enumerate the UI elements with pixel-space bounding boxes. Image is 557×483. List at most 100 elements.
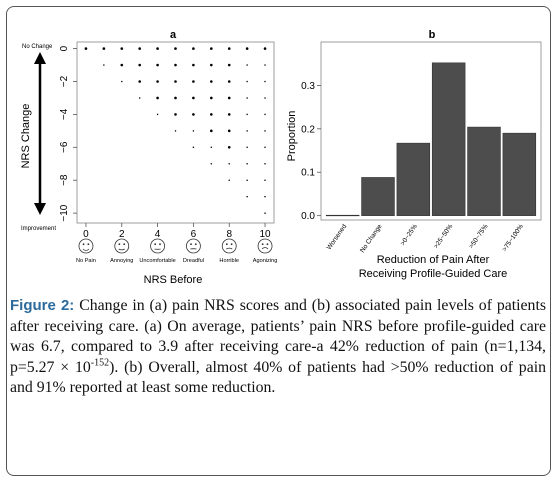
pain-face-icon bbox=[114, 238, 130, 254]
caption-text-b: ). (b) Overall, almost 40% of patients h… bbox=[10, 358, 546, 397]
panel-a-point bbox=[264, 130, 266, 132]
panel-a-point bbox=[246, 97, 248, 99]
panel-a-y-tick-label: −8 bbox=[59, 174, 70, 186]
panel-a-point bbox=[246, 146, 248, 149]
panel-a-point bbox=[246, 64, 248, 66]
panel-a-point bbox=[192, 113, 195, 116]
panel-a-point bbox=[246, 130, 248, 132]
panel-a-point bbox=[210, 146, 213, 149]
pain-face-label: No Pain bbox=[76, 258, 96, 264]
panel-a-point bbox=[192, 80, 195, 83]
panel-a-point bbox=[138, 47, 141, 50]
panel-a-point bbox=[156, 96, 159, 100]
panel-a-point bbox=[227, 96, 231, 100]
panel-a-point bbox=[246, 113, 248, 116]
panel-a-point bbox=[246, 80, 248, 83]
panel-a-point bbox=[227, 146, 231, 149]
no-change-label: No Change bbox=[22, 44, 53, 50]
panel-a-point bbox=[227, 129, 231, 133]
improvement-arrow-head-top bbox=[34, 52, 46, 64]
panel-a-point bbox=[210, 63, 213, 67]
panel-a-point bbox=[192, 63, 195, 67]
panel-a-point bbox=[264, 212, 266, 214]
panel-a-x-tick-label: 6 bbox=[191, 229, 197, 240]
panel-a-point bbox=[156, 113, 159, 116]
panel-a-point bbox=[192, 47, 195, 50]
panel-a-point bbox=[102, 47, 106, 50]
panel-a-point bbox=[264, 179, 266, 181]
panel-a-y-tick-label: −6 bbox=[59, 141, 70, 153]
panel-a-point bbox=[228, 179, 230, 181]
panel-a-point bbox=[210, 80, 213, 83]
pain-face-label: Dreadful bbox=[183, 258, 204, 264]
panel-a-point bbox=[264, 195, 266, 198]
panel-a-point bbox=[264, 163, 266, 165]
panel-a-point bbox=[174, 63, 177, 67]
panel-a-x-tick-label: 0 bbox=[83, 229, 89, 240]
panel-a-point bbox=[174, 96, 177, 100]
panel-a-point bbox=[103, 64, 105, 66]
panel-a-point bbox=[264, 80, 266, 83]
panel-a-chart: a 0 −2 −4 −6 −8 −10 0 2 4 6 8 10 No Pain Annoying Un… bbox=[20, 29, 278, 286]
panel-a-point bbox=[174, 47, 177, 50]
panel-a-point bbox=[210, 96, 213, 100]
panel-a-point bbox=[264, 97, 266, 99]
panel-a-point bbox=[192, 96, 195, 100]
panel-a-point bbox=[174, 130, 177, 132]
panel-a-point bbox=[210, 47, 213, 50]
panel-a-point bbox=[138, 63, 141, 67]
pain-face-label: Uncomfortable bbox=[139, 258, 175, 264]
panel-a-x-tick-label: 10 bbox=[259, 229, 271, 240]
panel-a-y-tick-label: 0 bbox=[59, 45, 70, 51]
panel-a-point bbox=[210, 113, 213, 116]
panel-a-point bbox=[120, 47, 124, 50]
panel-a-point bbox=[84, 47, 88, 50]
caption-exponent: -152 bbox=[90, 357, 110, 369]
improvement-label: Improvement bbox=[21, 226, 56, 232]
panel-a-point bbox=[227, 47, 231, 50]
pain-face-icon bbox=[186, 238, 201, 254]
panel-a-point bbox=[121, 80, 123, 83]
panel-a-label: a bbox=[170, 29, 177, 41]
panel-a-point bbox=[192, 130, 195, 132]
panel-a-point bbox=[210, 163, 213, 165]
panel-a-point bbox=[138, 97, 141, 99]
figure-label: Figure 2: bbox=[10, 297, 75, 314]
panel-a-point bbox=[156, 63, 159, 67]
panel-a-point bbox=[264, 64, 266, 66]
pain-face-icon bbox=[150, 238, 165, 254]
pain-face-icon bbox=[221, 238, 237, 254]
panel-a-point bbox=[174, 113, 177, 116]
panel-a-plot-area bbox=[76, 41, 275, 224]
panel-a-point bbox=[156, 47, 159, 50]
panel-a-point bbox=[210, 129, 213, 133]
pain-face-icon bbox=[257, 238, 273, 254]
panel-a-point bbox=[227, 63, 231, 67]
panel-a-point bbox=[156, 80, 159, 83]
pain-face-icon bbox=[78, 238, 94, 254]
panel-a-point bbox=[227, 113, 231, 116]
panel-a-point bbox=[264, 113, 266, 116]
panel-a-x-tick-label: 4 bbox=[155, 229, 161, 240]
panel-a-y-tick-label: −2 bbox=[59, 75, 70, 87]
panel-a-y-axis-label: NRS Change bbox=[20, 104, 32, 169]
panel-a-point bbox=[174, 80, 177, 83]
pain-face-label: Agonizing bbox=[253, 258, 278, 264]
panel-a-point bbox=[263, 47, 267, 50]
panel-a-point bbox=[227, 80, 231, 83]
improvement-arrow-head-bottom bbox=[34, 203, 46, 215]
pain-face-label: Horrible bbox=[219, 258, 239, 264]
panel-a-point bbox=[228, 163, 230, 165]
panel-a-y-tick-label: −4 bbox=[59, 108, 70, 120]
caption-text-a: Change in (a) pain NRS scores and (b) as… bbox=[10, 297, 546, 376]
panel-a-point bbox=[138, 80, 141, 83]
panel-a-x-tick-label: 8 bbox=[226, 229, 232, 240]
panel-a-x-axis-label: NRS Before bbox=[144, 274, 203, 286]
panel-a-point bbox=[264, 146, 266, 149]
figure-caption: Figure 2: Change in (a) pain NRS scores … bbox=[10, 296, 546, 399]
panel-a-point bbox=[245, 47, 249, 50]
panel-a-point bbox=[246, 179, 248, 181]
panel-a-y-tick-label: −10 bbox=[59, 204, 70, 221]
panel-a-x-tick-label: 2 bbox=[119, 229, 125, 240]
panel-a-point bbox=[120, 63, 124, 67]
